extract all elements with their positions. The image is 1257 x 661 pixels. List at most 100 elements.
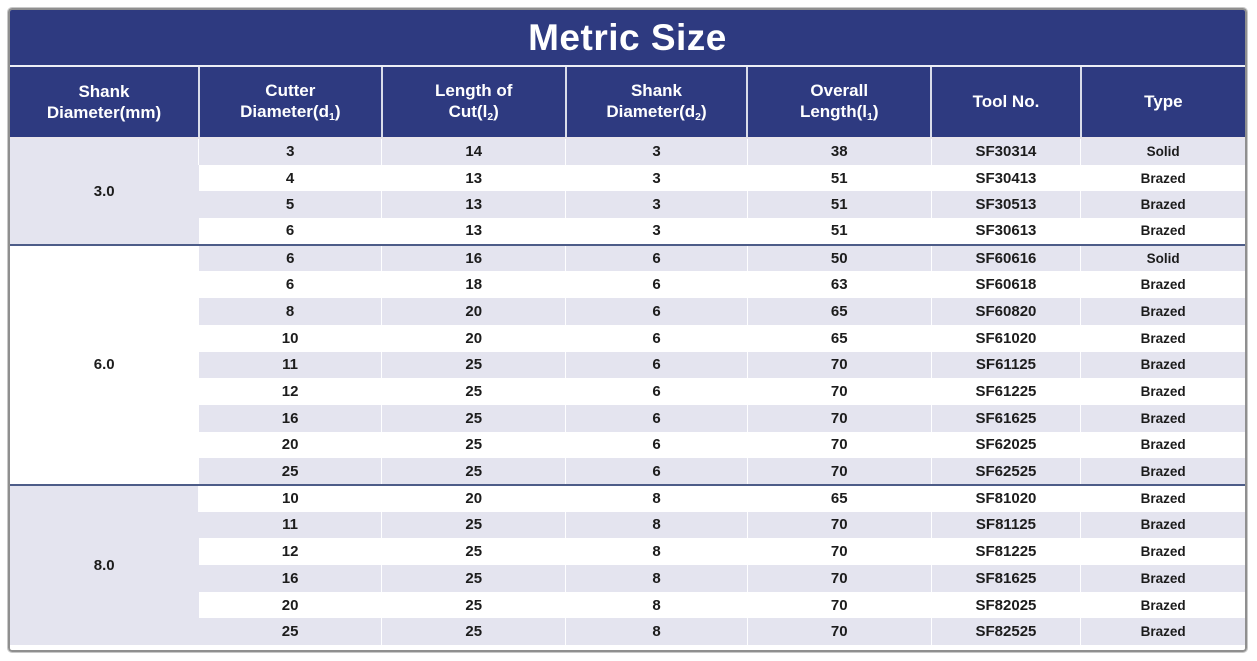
cell-l1: 51	[746, 218, 932, 245]
metric-size-panel: Metric Size Shank Diameter(mm) Cutter Di…	[7, 7, 1248, 653]
cell-l2: 13	[381, 218, 566, 245]
cell-type: Brazed	[1080, 218, 1245, 245]
cell-type: Solid	[1080, 138, 1245, 165]
cell-l1: 70	[746, 511, 932, 539]
cell-l2: 25	[381, 404, 566, 432]
table-row: 6 13 3 51 SF30613 Brazed	[10, 218, 1245, 245]
cell-type: Brazed	[1080, 298, 1245, 325]
cell-tool: SF81625	[930, 565, 1081, 592]
cell-d1: 5	[198, 191, 382, 219]
cell-l1: 65	[746, 298, 932, 325]
cell-d2: 6	[565, 458, 748, 485]
cell-tool: SF30613	[930, 218, 1081, 245]
table-row: 25 25 6 70 SF62525 Brazed	[10, 458, 1245, 485]
cell-l1: 70	[746, 404, 932, 432]
table-row: 20 25 8 70 SF82025 Brazed	[10, 591, 1245, 619]
cell-d2: 3	[565, 218, 748, 245]
cell-tool: SF61625	[930, 404, 1081, 432]
metric-size-table: Shank Diameter(mm) Cutter Diameter(d1) L…	[10, 67, 1245, 646]
col-header-cutter-diameter-d1: Cutter Diameter(d1)	[197, 67, 382, 139]
cell-d2: 8	[565, 565, 748, 592]
table-row: 11 25 6 70 SF61125 Brazed	[10, 351, 1245, 379]
cell-d2: 8	[565, 483, 748, 512]
cell-d1: 6	[198, 271, 382, 299]
cell-tool: SF60618	[930, 271, 1081, 299]
table-body: 3.0 3 14 3 38 SF30314 Solid 4 13 3 51 SF30413 Brazed…	[10, 138, 1245, 646]
cell-type: Brazed	[1080, 483, 1245, 512]
cell-l2: 13	[381, 191, 566, 219]
table-row: 12 25 6 70 SF61225 Brazed	[10, 378, 1245, 405]
cell-tool: SF30513	[930, 191, 1081, 219]
table-row: 10 20 6 65 SF61020 Brazed	[10, 324, 1245, 352]
table-row: 4 13 3 51 SF30413 Brazed	[10, 164, 1245, 192]
cell-l1: 63	[746, 271, 932, 299]
cell-d2: 6	[565, 324, 748, 352]
cell-d2: 6	[565, 431, 748, 459]
cell-type: Brazed	[1080, 404, 1245, 432]
cell-d2: 3	[565, 138, 748, 165]
cell-tool: SF81020	[930, 483, 1081, 512]
header-row: Shank Diameter(mm) Cutter Diameter(d1) L…	[10, 67, 1245, 139]
cell-type: Brazed	[1080, 164, 1245, 192]
cell-tool: SF60616	[930, 243, 1081, 272]
cell-tool: SF61020	[930, 324, 1081, 352]
cell-tool: SF61125	[930, 351, 1081, 379]
cell-d1: 10	[198, 324, 382, 352]
cell-l2: 25	[381, 511, 566, 539]
cell-d2: 6	[565, 271, 748, 299]
cell-tool: SF82025	[930, 591, 1081, 619]
cell-tool: SF81225	[930, 538, 1081, 565]
group-shank-diameter-cell: 8.0	[10, 483, 199, 646]
cell-type: Brazed	[1080, 565, 1245, 592]
cell-d1: 20	[198, 431, 382, 459]
col-header-overall-length-l1: Overall Length(l1)	[746, 67, 932, 139]
col-header-type: Type	[1079, 67, 1245, 139]
table-row: 3.0 3 14 3 38 SF30314 Solid	[10, 138, 1245, 245]
col-header-tool-no: Tool No.	[930, 67, 1081, 139]
cell-type: Brazed	[1080, 378, 1245, 405]
cell-tool: SF81125	[930, 511, 1081, 539]
cell-d1: 16	[198, 565, 382, 592]
cell-d2: 6	[565, 243, 748, 272]
cell-l2: 13	[381, 164, 566, 192]
cell-d2: 8	[565, 538, 748, 565]
group-shank-diameter-cell: 3.0	[10, 138, 199, 245]
cell-l1: 65	[746, 483, 932, 512]
table-row: 8 20 6 65 SF60820 Brazed	[10, 298, 1245, 325]
cell-l1: 51	[746, 191, 932, 219]
cell-type: Brazed	[1080, 538, 1245, 565]
cell-d1: 3	[198, 138, 382, 165]
cell-l2: 25	[381, 351, 566, 379]
cell-d2: 3	[565, 191, 748, 219]
table-row: 8.0 10 20 8 65 SF81020 Brazed	[10, 483, 1245, 646]
col-header-shank-diameter-d2: Shank Diameter(d2)	[564, 67, 748, 139]
cell-l1: 70	[746, 378, 932, 405]
cell-d1: 16	[198, 404, 382, 432]
cell-d1: 4	[198, 164, 382, 192]
cell-l2: 25	[381, 378, 566, 405]
cell-type: Brazed	[1080, 431, 1245, 459]
cell-l2: 25	[381, 565, 566, 592]
cell-d1: 25	[198, 618, 382, 646]
cell-type: Brazed	[1080, 591, 1245, 619]
cell-tool: SF30413	[930, 164, 1081, 192]
table-row: 5 13 3 51 SF30513 Brazed	[10, 191, 1245, 219]
cell-l1: 50	[746, 243, 932, 272]
cell-d1: 6	[198, 243, 382, 272]
cell-d1: 12	[198, 378, 382, 405]
col-header-length-of-cut-l2: Length of Cut(l2)	[380, 67, 566, 139]
cell-l2: 16	[381, 243, 566, 272]
col-header-shank-diameter-mm: Shank Diameter(mm)	[10, 67, 199, 139]
table-row: 6 18 6 63 SF60618 Brazed	[10, 271, 1245, 299]
cell-d2: 6	[565, 404, 748, 432]
cell-l2: 14	[381, 138, 566, 165]
cell-l1: 70	[746, 618, 932, 646]
cell-l1: 51	[746, 164, 932, 192]
cell-type: Brazed	[1080, 618, 1245, 646]
table-row: 6.0 6 16 6 50 SF60616 Solid	[10, 243, 1245, 485]
cell-d1: 10	[198, 483, 382, 512]
cell-l1: 70	[746, 538, 932, 565]
cell-type: Brazed	[1080, 351, 1245, 379]
cell-l2: 25	[381, 618, 566, 646]
cell-tool: SF62025	[930, 431, 1081, 459]
